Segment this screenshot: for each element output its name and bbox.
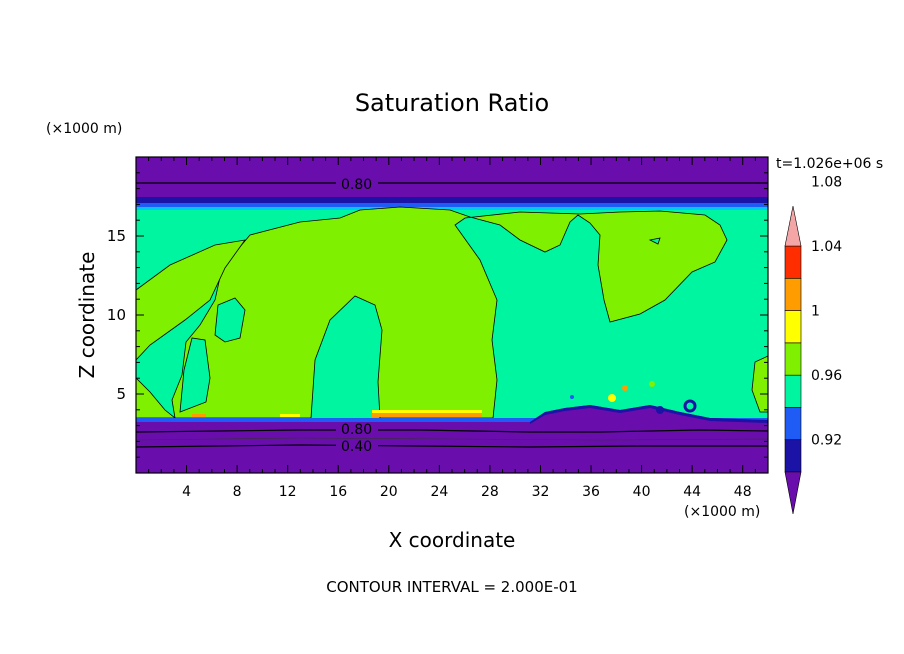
contour-label-bg-3 xyxy=(336,439,378,453)
y-axis-label: Z coordinate xyxy=(75,252,99,379)
contour-label-bg-1 xyxy=(336,175,378,191)
anomaly-blue-2 xyxy=(570,395,574,399)
x-tick-label: 12 xyxy=(279,484,297,500)
warm-patch-3 xyxy=(280,414,300,417)
warm-patch-2 xyxy=(372,410,482,413)
contour-interval-footer: CONTOUR INTERVAL = 2.000E-01 xyxy=(326,578,577,596)
colorbar-label: 1.08 xyxy=(811,174,842,190)
green-region-left xyxy=(135,239,246,362)
anomaly-yellow-1 xyxy=(608,394,616,402)
x-tick-labels: 4 8 12 16 20 24 28 32 36 40 44 48 xyxy=(182,484,752,500)
x-tick-label: 8 xyxy=(233,484,242,500)
y-unit-label: (×1000 m) xyxy=(46,121,122,137)
colorbar-label: 1 xyxy=(811,304,820,320)
colorbar-label: 0.92 xyxy=(811,433,842,449)
y-tick-label: 15 xyxy=(107,227,126,245)
y-tick-labels: 5 10 15 xyxy=(107,227,126,403)
contour-label: 0.80 xyxy=(341,177,372,193)
colorbar-segment xyxy=(784,439,802,473)
warm-patch-1 xyxy=(372,413,482,417)
colorbar-segment xyxy=(784,310,802,344)
contour-label: 0.80 xyxy=(341,422,372,438)
colorbar: 0.92 0.96 1 1.04 1.08 xyxy=(784,174,842,515)
axis-ticks xyxy=(136,157,768,473)
top-blue-band xyxy=(136,203,768,207)
x-tick-label: 24 xyxy=(430,484,448,500)
colorbar-segment xyxy=(784,245,802,279)
cyan-hole-2 xyxy=(179,337,211,413)
colorbar-upper-triangle xyxy=(784,205,802,247)
chart-title: Saturation Ratio xyxy=(355,89,549,117)
anomaly-green-1 xyxy=(649,381,655,387)
x-tick-label: 40 xyxy=(633,484,651,500)
top-cyan-band xyxy=(136,207,768,210)
cyan-hole-1 xyxy=(214,297,246,343)
anomaly-orange-1 xyxy=(622,385,628,391)
anomaly-blue-3 xyxy=(656,406,664,414)
contour-line-mid xyxy=(135,429,769,433)
bottom-blue-band xyxy=(136,418,768,422)
x-tick-label: 16 xyxy=(329,484,347,500)
warm-patch-4 xyxy=(192,414,206,417)
anomaly-blue-1 xyxy=(683,399,697,413)
x-tick-label: 32 xyxy=(532,484,550,500)
plot-area xyxy=(135,157,769,473)
x-unit-label: (×1000 m) xyxy=(684,504,760,520)
contour-line-thin xyxy=(135,437,769,441)
x-tick-label: 4 xyxy=(182,484,191,500)
x-tick-label: 48 xyxy=(734,484,752,500)
x-tick-label: 20 xyxy=(380,484,398,500)
y-tick-label: 5 xyxy=(116,385,126,403)
top-darkblue-band xyxy=(136,197,768,203)
contour-label: 0.40 xyxy=(341,439,372,455)
colorbar-segment xyxy=(784,374,802,408)
colorbar-lower-triangle xyxy=(784,471,802,515)
colorbar-segment xyxy=(784,277,802,311)
x-tick-label: 36 xyxy=(582,484,600,500)
cyan-hole-3 xyxy=(648,237,661,245)
y-tick-label: 10 xyxy=(107,306,126,324)
colorbar-segment xyxy=(784,342,802,376)
colorbar-segment xyxy=(784,407,802,441)
time-label: t=1.026e+06 s xyxy=(776,156,883,172)
colorbar-label: 1.04 xyxy=(811,239,842,255)
x-axis-label: X coordinate xyxy=(389,528,516,552)
x-tick-label: 44 xyxy=(683,484,701,500)
x-tick-label: 28 xyxy=(481,484,499,500)
contour-line-low xyxy=(135,444,768,448)
contour-label-bg-2 xyxy=(336,423,378,437)
colorbar-label: 0.96 xyxy=(811,368,842,384)
top-purple-band xyxy=(136,157,768,197)
bottom-darkblue-ripple xyxy=(530,405,768,424)
